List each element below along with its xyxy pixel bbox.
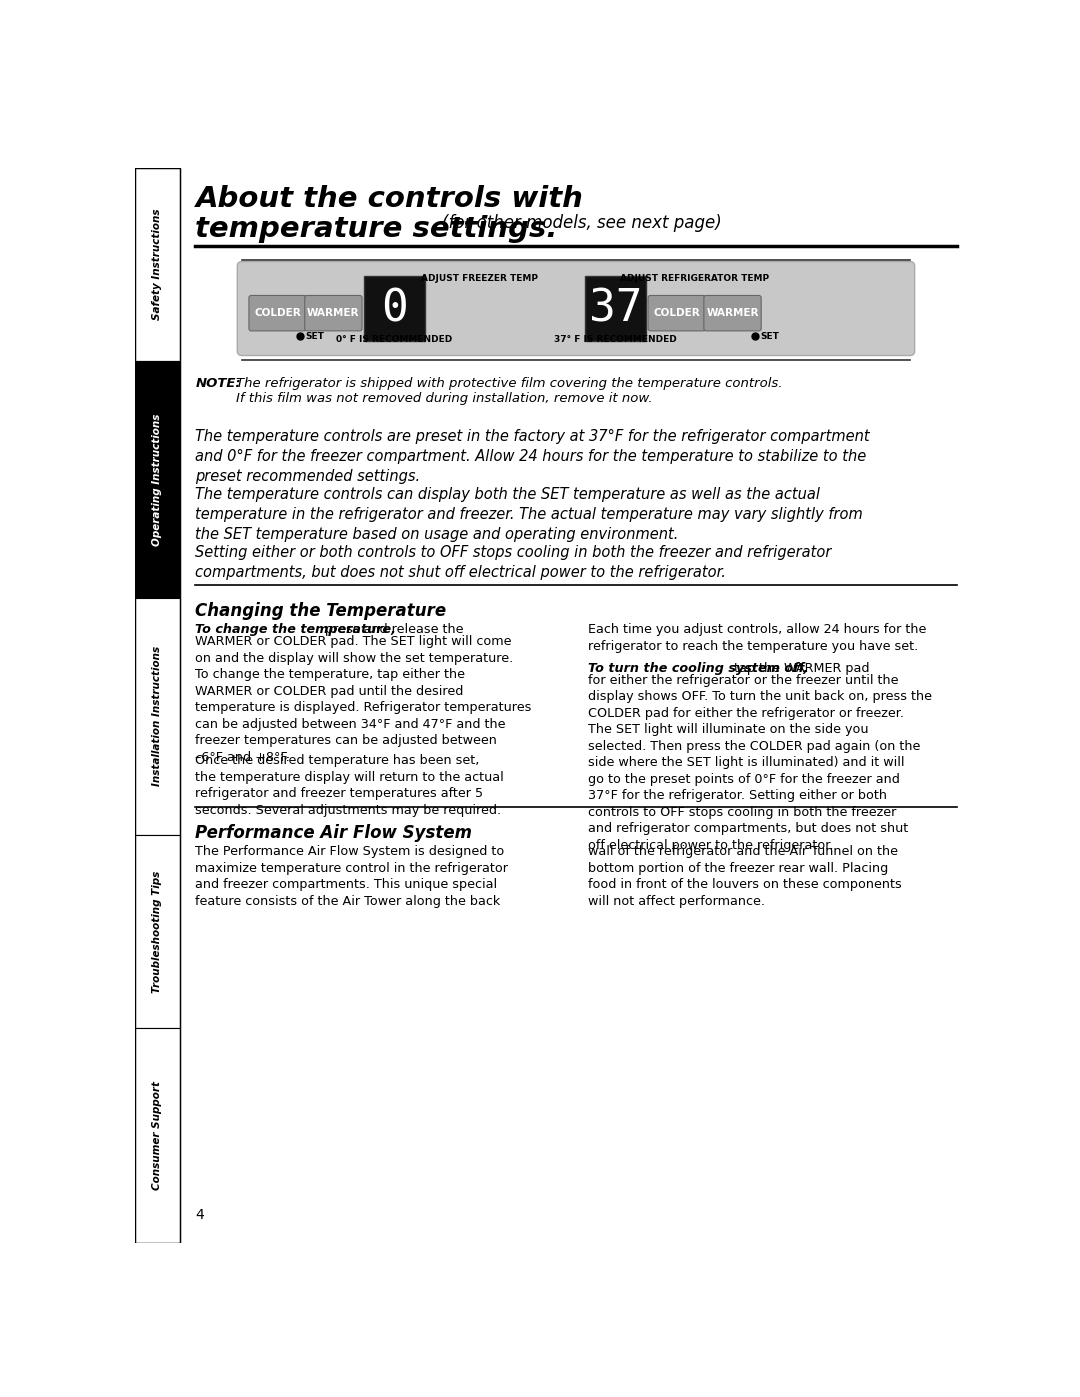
Text: COLDER: COLDER [254,309,301,319]
Text: 37: 37 [589,286,643,330]
Text: The refrigerator is shipped with protective film covering the temperature contro: The refrigerator is shipped with protect… [235,377,782,405]
Bar [135,168,180,362]
Text: press and release the: press and release the [321,623,463,637]
FancyBboxPatch shape [704,295,761,331]
Text: Troubleshooting Tips: Troubleshooting Tips [152,870,162,992]
Text: Consumer Support: Consumer Support [152,1081,162,1190]
Text: for either the refrigerator or the freezer until the
display shows OFF. To turn : for either the refrigerator or the freez… [588,673,932,852]
Text: ADJUST REFRIGERATOR TEMP: ADJUST REFRIGERATOR TEMP [620,274,769,284]
Bar [135,168,180,1243]
Text: WARMER: WARMER [706,309,759,319]
Text: Each time you adjust controls, allow 24 hours for the
refrigerator to reach the : Each time you adjust controls, allow 24 … [588,623,926,652]
Text: Safety Instructions: Safety Instructions [152,208,162,320]
FancyBboxPatch shape [305,295,362,331]
Bar [135,834,180,1028]
Text: To change the temperature,: To change the temperature, [195,623,396,637]
Bar [585,277,646,341]
Text: WARMER or COLDER pad. The SET light will come
on and the display will show the s: WARMER or COLDER pad. The SET light will… [195,636,531,764]
Text: wall of the refrigerator and the Air Tunnel on the
bottom portion of the freezer: wall of the refrigerator and the Air Tun… [588,845,902,908]
Text: Changing the Temperature: Changing the Temperature [195,602,446,620]
FancyBboxPatch shape [248,295,307,331]
Text: To turn the cooling system off,: To turn the cooling system off, [588,662,808,675]
Text: NOTE:: NOTE: [195,377,241,390]
Text: 0: 0 [381,286,408,330]
Text: Installation Instructions: Installation Instructions [152,647,162,787]
Text: (for other models, see next page): (for other models, see next page) [442,214,721,232]
Text: About the controls with: About the controls with [195,184,583,212]
Text: The temperature controls are preset in the factory at 37°F for the refrigerator : The temperature controls are preset in t… [195,429,870,485]
Bar [135,1028,180,1243]
FancyBboxPatch shape [238,261,915,355]
Text: ADJUST FREEZER TEMP: ADJUST FREEZER TEMP [421,274,538,284]
Text: SET: SET [760,331,780,341]
Text: WARMER: WARMER [307,309,360,319]
Text: The Performance Air Flow System is designed to
maximize temperature control in t: The Performance Air Flow System is desig… [195,845,509,908]
Text: Operating Instructions: Operating Instructions [152,414,162,546]
Text: temperature settings.: temperature settings. [195,215,558,243]
Text: COLDER: COLDER [653,309,700,319]
Text: Once the desired temperature has been set,
the temperature display will return t: Once the desired temperature has been se… [195,754,504,817]
Text: The temperature controls can display both the SET temperature as well as the act: The temperature controls can display bot… [195,488,863,542]
Text: SET: SET [306,331,324,341]
Text: 0° F IS RECOMMENDED: 0° F IS RECOMMENDED [337,335,453,344]
Text: Setting either or both controls to OFF stops cooling in both the freezer and ref: Setting either or both controls to OFF s… [195,545,832,580]
Text: Performance Air Flow System: Performance Air Flow System [195,824,472,841]
Text: tap the WARMER pad: tap the WARMER pad [730,662,869,675]
Text: 37° F IS RECOMMENDED: 37° F IS RECOMMENDED [554,335,677,344]
Bar [135,598,180,834]
Bar [135,362,180,598]
FancyBboxPatch shape [648,295,705,331]
Text: 4: 4 [195,1208,204,1222]
Bar [364,277,424,341]
